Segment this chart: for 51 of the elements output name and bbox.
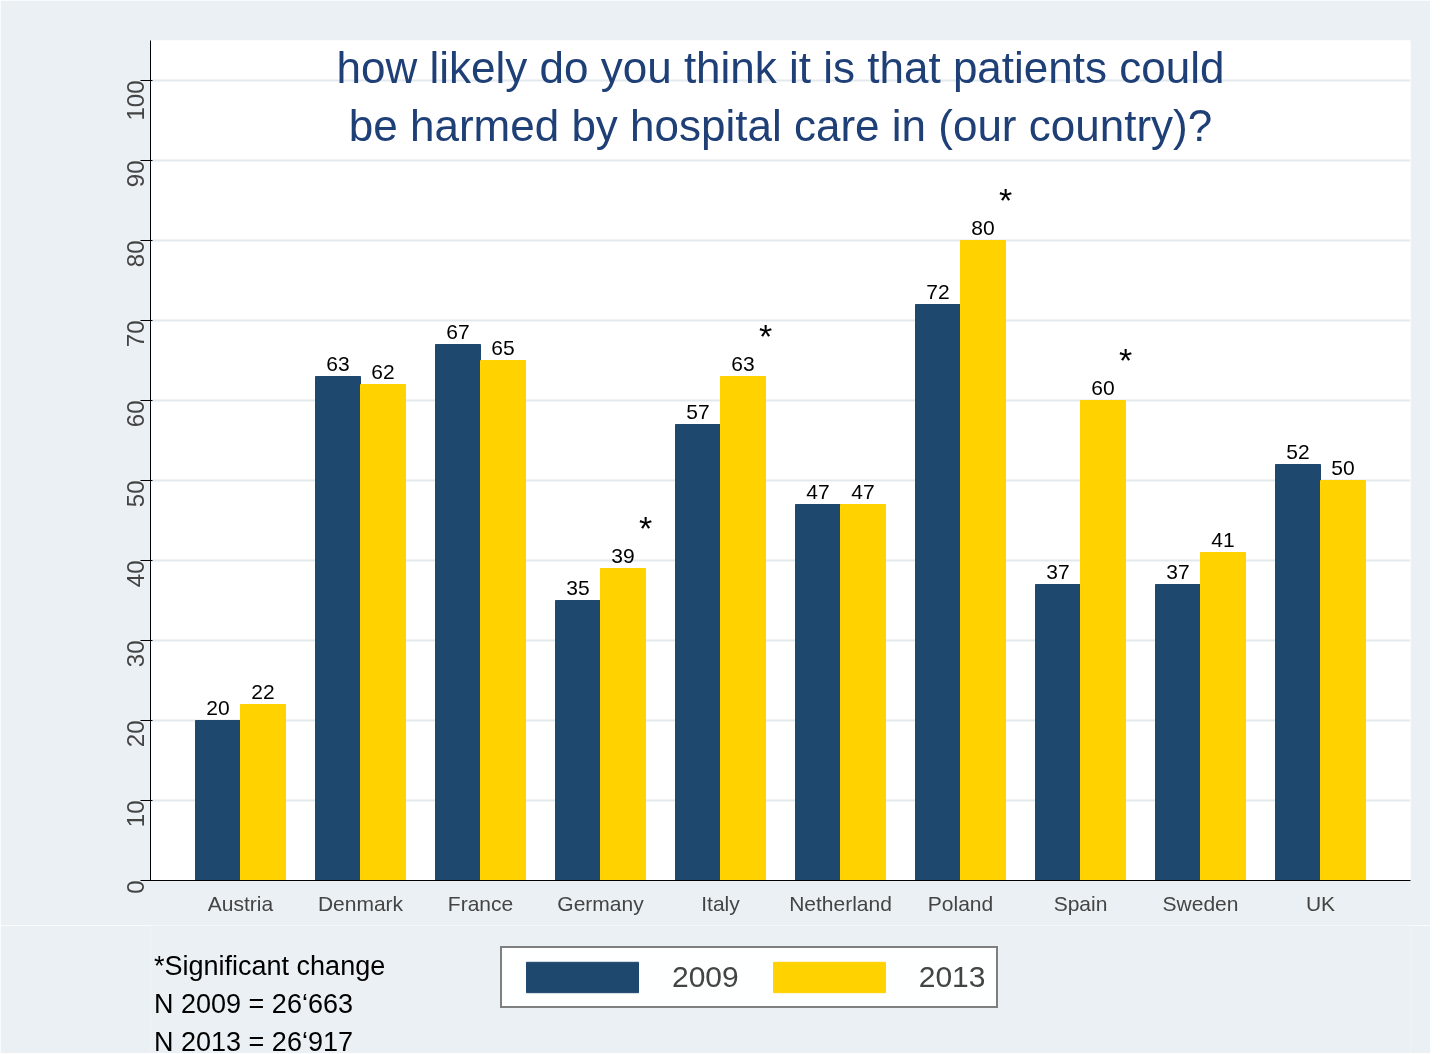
data-label: 37 — [1046, 559, 1070, 583]
text: *Significant change — [154, 950, 386, 981]
text: N 2009 = 26‘663 — [154, 988, 353, 1019]
data-label: 37 — [1166, 559, 1190, 583]
x-tick-label: Italy — [701, 891, 741, 915]
legend-label: 2009 — [672, 960, 739, 994]
x-tick-label: Spain — [1053, 891, 1108, 915]
data-label: 72 — [926, 279, 950, 303]
data-label: 57 — [686, 399, 710, 423]
x-tick-label: Poland — [927, 891, 994, 915]
data-label: 67 — [446, 319, 470, 343]
annotation: * — [758, 316, 773, 355]
x-tick-label: France — [447, 891, 514, 915]
y-tick-label: 70 — [122, 320, 149, 348]
text: N 2013 = 26‘917 — [154, 1026, 353, 1054]
y-tick-label: 100 — [122, 80, 149, 121]
data-label: 63 — [731, 351, 755, 375]
data-label: 41 — [1211, 527, 1235, 551]
x-tick-label: Netherland — [789, 891, 892, 915]
x-tick-label: Denmark — [317, 891, 404, 915]
data-label: 20 — [206, 695, 230, 719]
y-tick-label: 40 — [122, 560, 149, 588]
data-label: 80 — [971, 215, 995, 239]
annotation: * — [998, 180, 1013, 219]
data-label: 62 — [371, 359, 395, 383]
data-label: 22 — [251, 679, 275, 703]
annotation: * — [638, 508, 653, 547]
data-label: 35 — [566, 575, 590, 599]
y-tick-label: 50 — [122, 480, 149, 508]
y-tick-label: 0 — [122, 880, 149, 894]
y-tick-label: 90 — [122, 160, 149, 188]
data-label: 63 — [326, 351, 350, 375]
y-tick-label: 10 — [122, 800, 149, 828]
data-label: 47 — [851, 479, 875, 503]
annotation: * — [1118, 340, 1133, 379]
data-label: 65 — [491, 335, 515, 359]
text: how likely do you think it is that patients could be harmed by hospital care in (our country)? — [336, 42, 1225, 151]
data-label: 60 — [1091, 375, 1115, 399]
y-tick-label: 20 — [122, 720, 149, 748]
data-label: 39 — [611, 543, 635, 567]
data-label: 50 — [1331, 455, 1355, 479]
x-tick-label: UK — [1305, 891, 1336, 915]
data-label: 52 — [1286, 439, 1310, 463]
x-tick-label: Sweden — [1162, 891, 1239, 915]
data-label: 47 — [806, 479, 830, 503]
x-tick-label: Austria — [207, 891, 274, 915]
y-tick-label: 60 — [122, 400, 149, 428]
legend-label: 2013 — [918, 960, 986, 994]
x-tick-label: Germany — [557, 891, 645, 915]
y-tick-label: 80 — [122, 240, 149, 268]
y-tick-label: 30 — [122, 640, 149, 668]
